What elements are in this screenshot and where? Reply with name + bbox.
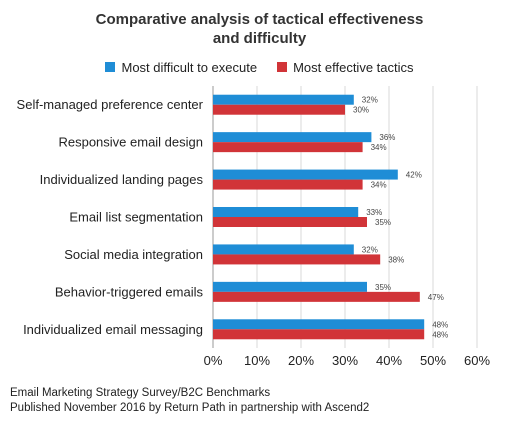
x-tick-label: 30% — [332, 353, 358, 368]
data-label: 47% — [428, 293, 444, 302]
data-label: 33% — [366, 208, 382, 217]
data-label: 48% — [432, 320, 448, 329]
x-tick-label: 0% — [204, 353, 223, 368]
bar-difficult — [213, 281, 367, 292]
bar-effective — [213, 254, 381, 265]
source-note: Email Marketing Strategy Survey/B2C Benc… — [10, 386, 369, 416]
x-tick-label: 20% — [288, 353, 314, 368]
bar-difficult — [213, 132, 372, 143]
chart-title-line-2: and difficulty — [212, 30, 307, 47]
source-line-1: Email Marketing Strategy Survey/B2C Benc… — [10, 387, 271, 399]
data-label: 35% — [375, 283, 391, 292]
legend-swatch-effective — [277, 62, 288, 72]
category-label: Individualized landing pages — [40, 172, 204, 187]
bar-effective — [213, 179, 363, 190]
legend-label-difficult: Most difficult to execute — [121, 59, 258, 75]
x-tick-label: 10% — [244, 353, 270, 368]
category-label: Self-managed preference center — [17, 97, 204, 112]
data-label: 48% — [432, 330, 448, 339]
category-label: Responsive email design — [58, 135, 203, 150]
chart-title-line-1: Comparative analysis of tactical effecti… — [95, 11, 424, 28]
bar-difficult — [213, 169, 398, 180]
data-label: 36% — [379, 133, 395, 142]
data-label: 38% — [388, 255, 404, 264]
bar-effective — [213, 142, 363, 153]
data-label: 32% — [362, 96, 378, 105]
bar-effective — [213, 217, 367, 227]
legend: Most difficult to execute Most effective… — [0, 58, 519, 76]
data-label: 32% — [362, 245, 378, 254]
bar-difficult — [213, 319, 425, 330]
category-label: Behavior-triggered emails — [55, 284, 204, 299]
data-label: 30% — [353, 106, 369, 115]
x-tick-label: 40% — [376, 353, 402, 368]
data-label: 34% — [371, 143, 387, 152]
data-label: 34% — [371, 181, 387, 190]
data-label: 35% — [375, 218, 391, 227]
data-label: 42% — [406, 171, 422, 180]
category-label: Individualized email messaging — [23, 322, 203, 337]
legend-label-effective: Most effective tactics — [293, 59, 414, 75]
category-label: Social media integration — [64, 247, 203, 262]
bar-effective — [213, 329, 425, 340]
bar-difficult — [213, 94, 354, 105]
x-tick-label: 60% — [464, 353, 490, 368]
source-line-2: Published November 2016 by Return Path i… — [10, 402, 370, 414]
bar-effective — [213, 291, 420, 302]
x-tick-label: 50% — [420, 353, 446, 368]
category-label: Email list segmentation — [69, 210, 203, 225]
bar-effective — [213, 104, 345, 115]
legend-item-difficult: Most difficult to execute — [105, 60, 257, 75]
legend-item-effective: Most effective tactics — [277, 59, 414, 75]
chart-title: Comparative analysis of tactical effecti… — [0, 10, 519, 48]
legend-swatch-difficult — [105, 62, 116, 72]
bar-difficult — [213, 244, 354, 255]
bar-difficult — [213, 207, 359, 217]
